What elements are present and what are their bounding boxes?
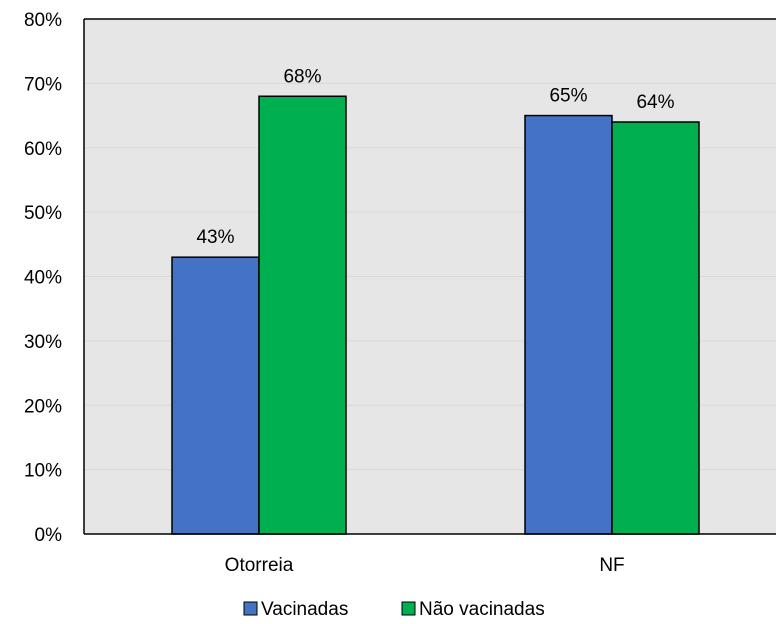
legend-swatch bbox=[243, 601, 258, 616]
data-label: 65% bbox=[549, 86, 587, 107]
y-tick-label: 40% bbox=[24, 268, 62, 289]
y-tick-label: 30% bbox=[24, 332, 62, 353]
bar-nao-vacinadas bbox=[258, 95, 347, 535]
y-tick-label: 70% bbox=[24, 74, 62, 95]
legend-label: Vacinadas bbox=[261, 599, 348, 620]
x-category-label: NF bbox=[599, 555, 624, 576]
bar-nao-vacinadas bbox=[611, 121, 700, 535]
data-label: 64% bbox=[636, 92, 674, 113]
data-labels: 43% 68% 65% 64% bbox=[196, 66, 674, 248]
x-axis-categories: Otorreia NF bbox=[225, 555, 625, 576]
y-tick-label: 0% bbox=[35, 525, 63, 546]
y-tick-label: 10% bbox=[24, 461, 62, 482]
data-label: 43% bbox=[196, 227, 234, 248]
data-label: 68% bbox=[283, 66, 321, 87]
x-category-label: Otorreia bbox=[225, 555, 294, 576]
legend-swatch bbox=[401, 601, 416, 616]
y-tick-label: 50% bbox=[24, 203, 62, 224]
legend-label: Não vacinadas bbox=[419, 599, 545, 620]
y-tick-label: 60% bbox=[24, 139, 62, 160]
bar-vacinadas bbox=[524, 114, 613, 535]
bar-vacinadas bbox=[171, 256, 260, 535]
y-axis-ticks: 0% 10% 20% 30% 40% 50% 60% 70% 80% bbox=[24, 10, 62, 546]
y-tick-label: 80% bbox=[24, 10, 62, 31]
y-tick-label: 20% bbox=[24, 396, 62, 417]
legend: Vacinadas Não vacinadas bbox=[243, 599, 545, 620]
